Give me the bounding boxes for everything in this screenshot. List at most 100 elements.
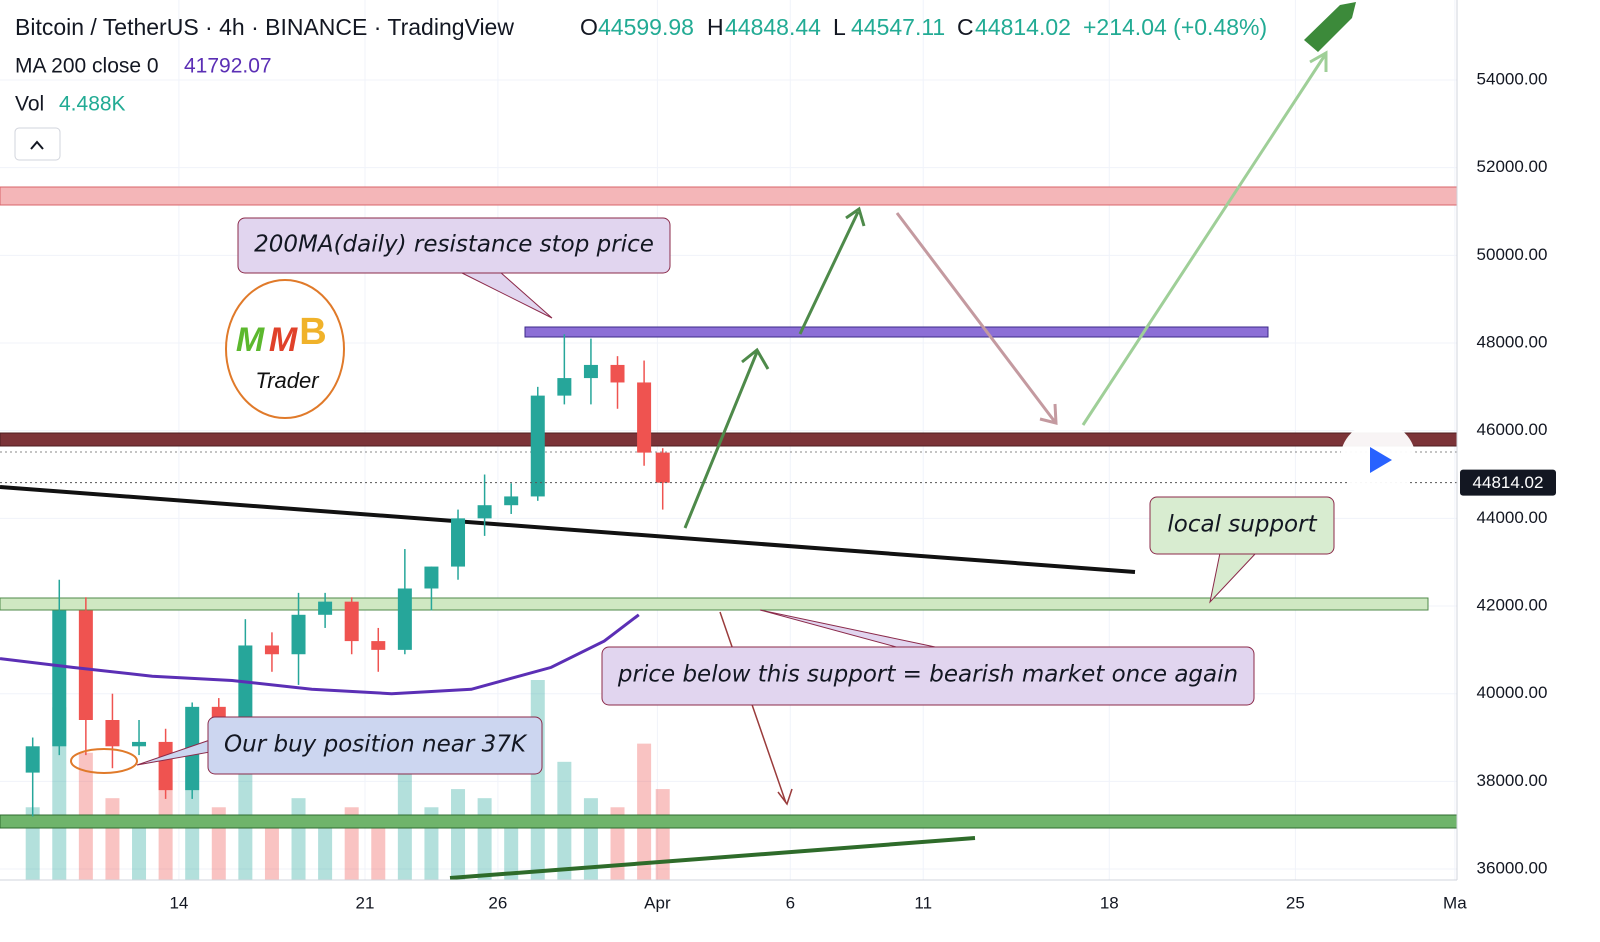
arrow-up	[683, 347, 770, 529]
arrow-down	[719, 611, 793, 806]
candle-body	[371, 641, 386, 650]
ma-value: 41792.07	[184, 55, 272, 78]
symbol: Bitcoin / TetherUS · 4h · BINANCE · Trad…	[15, 14, 514, 40]
candle-body	[318, 601, 333, 615]
y-tick-label: 36000.00	[1477, 859, 1548, 878]
support-zone	[0, 432, 1458, 447]
candle-body	[397, 588, 412, 650]
callout-box	[207, 716, 543, 775]
x-tick-label: 14	[169, 893, 188, 912]
last-price-box	[1460, 469, 1556, 496]
last-price-label: 44814.02	[1473, 473, 1544, 492]
candle-body	[78, 610, 93, 720]
volume-bar	[477, 798, 492, 880]
candle-body	[655, 452, 670, 483]
logo-letter: M	[269, 321, 298, 359]
x-tick-label: 25	[1286, 893, 1305, 912]
volume-bar	[132, 825, 147, 880]
bottom-zone	[0, 814, 1458, 829]
volume-bar	[637, 743, 652, 880]
ma-line	[0, 613, 640, 696]
y-tick-label: 54000.00	[1477, 69, 1548, 88]
arrows	[683, 50, 1328, 806]
volume-bar	[371, 816, 386, 880]
callout-pointer	[1209, 552, 1257, 604]
ohlc-key: H	[707, 14, 724, 40]
volume-bar	[451, 789, 466, 880]
y-tick-label: 46000.00	[1477, 420, 1548, 439]
volume-bar	[291, 798, 306, 880]
y-tick-label: 44000.00	[1477, 508, 1548, 527]
logo-letter: M	[236, 321, 265, 359]
x-tick-label: Ma	[1443, 893, 1467, 912]
logo-ring	[225, 279, 345, 419]
y-tick-label: 38000.00	[1477, 771, 1548, 790]
arrow-down	[895, 212, 1058, 425]
change: +214.04 (+0.48%)	[1083, 14, 1267, 40]
annotation: 200MA(daily) resistance stop price	[254, 232, 654, 258]
candle-body	[451, 518, 466, 567]
candle-body	[424, 566, 439, 589]
ohlc-value: 44814.02	[975, 14, 1071, 40]
ohlc-key: C	[957, 14, 974, 40]
candle-body	[477, 505, 492, 519]
volume-bar	[530, 680, 545, 880]
candle-body	[504, 496, 519, 506]
candle-body	[557, 378, 572, 396]
y-tick-label: 48000.00	[1477, 332, 1548, 351]
volume-bar	[105, 798, 120, 880]
candle-body	[238, 645, 253, 725]
ohlc-value: 44547.11	[851, 14, 945, 40]
x-tick-label: 11	[914, 893, 932, 912]
logo-caption: Trader	[255, 368, 320, 393]
ohlc-key: L	[833, 14, 846, 40]
volume-value: 4.488K	[59, 93, 126, 116]
x-tick-label: 6	[786, 893, 795, 912]
logo-letter: B	[299, 311, 326, 353]
candle-body	[158, 741, 173, 791]
arrow-up	[798, 206, 866, 335]
volume-bar	[52, 707, 67, 880]
candle-body	[530, 395, 545, 497]
volume-bar	[318, 825, 333, 880]
y-tick-label: 50000.00	[1477, 245, 1548, 264]
ohlc-key: O	[580, 14, 598, 40]
callouts: 200MA(daily) resistance stop price local…	[70, 217, 1335, 775]
candle-body	[52, 610, 67, 747]
y-tick-label: 52000.00	[1477, 157, 1548, 176]
volume-bar	[655, 789, 670, 880]
volume-label: Vol	[15, 93, 44, 116]
axes: 36000.00 38000.00 40000.00 42000.00 44000.00…	[169, 69, 1556, 912]
x-tick-label: 18	[1100, 893, 1119, 912]
logo: M M B Trader	[225, 279, 345, 419]
arrow-up	[1081, 50, 1328, 426]
y-tick-label: 40000.00	[1477, 683, 1548, 702]
x-tick-label: 21	[356, 893, 375, 912]
chevron-icon	[30, 140, 44, 150]
local-support-zone	[0, 597, 1429, 611]
candle-body	[264, 645, 279, 655]
annotation: Our buy position near 37K	[224, 732, 528, 758]
candle-body	[132, 741, 147, 747]
ohlc-value: 44599.98	[598, 14, 694, 40]
ma-label: MA 200 close 0	[15, 55, 159, 78]
callout-box	[601, 646, 1255, 706]
ohlc-value: 44848.44	[725, 14, 821, 40]
trendline	[0, 485, 1136, 574]
candle-body	[25, 746, 40, 773]
candle-body	[637, 382, 652, 453]
rocket-icon	[1304, 2, 1356, 52]
volume-bar	[238, 743, 253, 880]
resistance-bar	[524, 326, 1269, 338]
callout-box	[1149, 496, 1335, 555]
annotation: price below this support = bearish marke…	[617, 662, 1238, 688]
candle-body	[583, 364, 598, 379]
volume-bar	[158, 780, 173, 880]
ohlc: O 44599.98 H 44848.44 L 44547.11 C 44814.02	[580, 14, 1071, 40]
callout-pointer	[459, 271, 553, 319]
annotation: local support	[1167, 512, 1317, 538]
volume-bar	[264, 816, 279, 880]
candle-body	[610, 364, 625, 383]
